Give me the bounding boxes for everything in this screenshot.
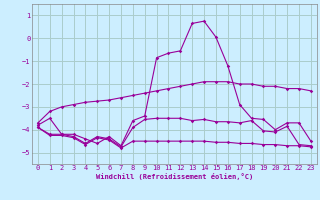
X-axis label: Windchill (Refroidissement éolien,°C): Windchill (Refroidissement éolien,°C) <box>96 173 253 180</box>
